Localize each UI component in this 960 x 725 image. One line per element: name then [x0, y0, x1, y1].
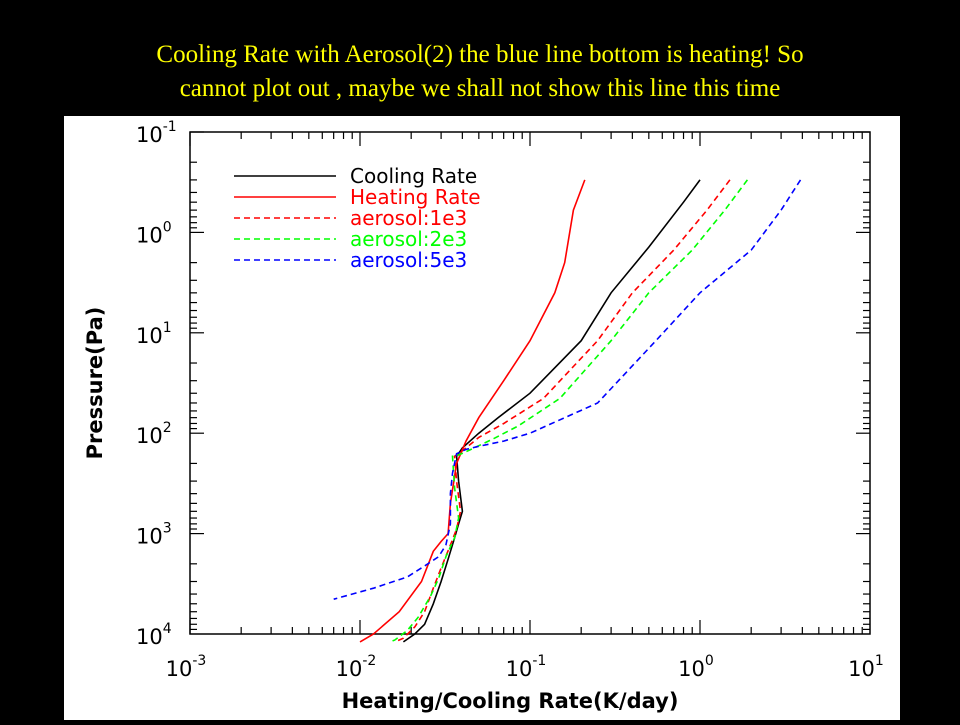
y-tick-label: 100 [136, 219, 172, 247]
x-axis-label: Heating/Cooling Rate(K/day) [342, 689, 679, 713]
axis-ticks [189, 131, 870, 634]
series-line-5 [333, 179, 802, 600]
plot-frame [189, 131, 871, 635]
series-line-4 [389, 179, 749, 643]
data-lines [333, 179, 802, 643]
series-line-1 [402, 179, 701, 643]
y-tick-label: 10-1 [136, 119, 177, 147]
y-axis-label: Pressure(Pa) [83, 307, 107, 460]
y-tick-label: 104 [136, 621, 172, 649]
slide-title: Cooling Rate with Aerosol(2) the blue li… [0, 38, 960, 106]
legend-label-3: aerosol:1e3 [350, 206, 467, 230]
legend-label-4: aerosol:2e3 [350, 227, 467, 251]
x-tick-label: 10-1 [506, 653, 547, 681]
x-tick-label: 100 [678, 653, 714, 681]
plot-panel: 10-3 10-2 10-1 100 101 10-1 100 101 102 103 104 Co… [64, 116, 900, 720]
line-chart: 10-3 10-2 10-1 100 101 10-1 100 101 102 103 104 Co… [83, 119, 884, 713]
y-tick-label: 101 [136, 320, 172, 348]
axis-tick-labels: 10-3 10-2 10-1 100 101 10-1 100 101 102 103 104 [136, 119, 884, 681]
x-tick-label: 101 [848, 653, 884, 681]
y-tick-label: 103 [136, 521, 172, 549]
legend-label-2: Heating Rate [350, 185, 481, 209]
legend-label-5: aerosol:5e3 [350, 248, 467, 272]
series-line-3 [394, 179, 731, 643]
x-tick-label: 10-3 [166, 653, 207, 681]
y-tick-label: 102 [136, 420, 172, 448]
slide-title-line-1: Cooling Rate with Aerosol(2) the blue li… [156, 41, 804, 68]
series-line-2 [359, 179, 586, 643]
slide-title-line-2: cannot plot out , maybe we shall not sho… [179, 75, 781, 102]
x-tick-label: 10-2 [336, 653, 377, 681]
legend-label-1: Cooling Rate [350, 164, 477, 188]
